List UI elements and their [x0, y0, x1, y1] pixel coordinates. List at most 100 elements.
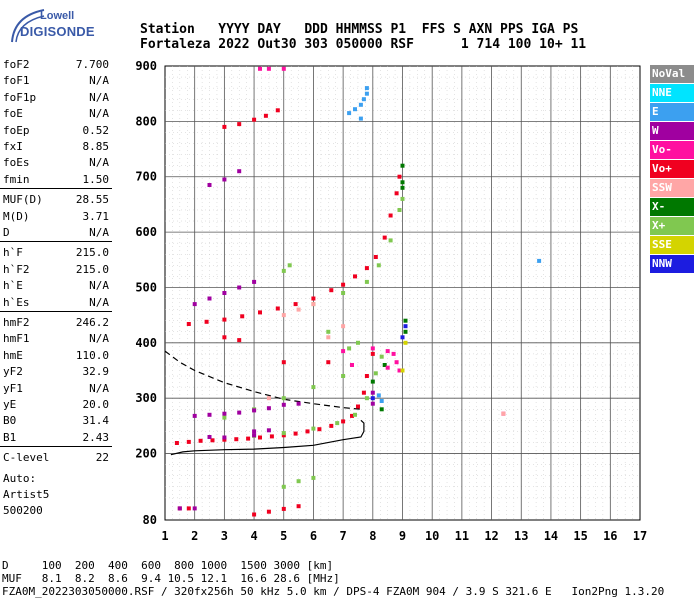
legend-item: NoVal: [650, 65, 694, 83]
param-name: fmin: [3, 172, 30, 186]
footer-muf-line: MUF 8.1 8.2 8.6 9.4 10.5 12.1 16.6 28.6 …: [2, 572, 340, 585]
echo-point: [341, 291, 346, 295]
echo-point: [400, 335, 405, 340]
echo-point: [234, 437, 239, 442]
param-row: M(D) 3.71: [3, 210, 109, 224]
param-row: D N/A: [3, 226, 109, 240]
param-name: hmE: [3, 348, 23, 362]
echo-point: [222, 411, 227, 416]
echo-point: [275, 306, 280, 311]
legend-item: E: [650, 103, 694, 121]
echo-point: [186, 506, 191, 511]
param-value: 0.52: [82, 123, 110, 137]
echo-point: [311, 475, 316, 480]
param-row: yE 20.0: [3, 398, 109, 412]
param-row: foF1p N/A: [3, 91, 109, 105]
echo-point: [192, 413, 197, 418]
echo-point: [364, 279, 369, 284]
echo-point: [207, 435, 212, 439]
param-name: foE: [3, 107, 23, 121]
echo-point: [311, 296, 316, 301]
echo-point: [177, 506, 182, 511]
echo-point: [266, 396, 271, 401]
station-header: Station YYYY DAY DDD HHMMSS P1 FFS S AXN…: [140, 22, 586, 52]
echo-point: [329, 423, 334, 428]
param-value: N/A: [89, 226, 109, 239]
echo-point: [385, 349, 390, 354]
logo-line1: Lowell: [40, 10, 75, 22]
x-tick-label: 16: [603, 529, 617, 543]
param-name: h`F: [3, 246, 23, 260]
param-row: yF1 N/A: [3, 382, 109, 396]
echo-point: [296, 307, 301, 312]
echo-point: [350, 413, 354, 418]
echo-point: [403, 318, 408, 323]
param-value: 1.50: [82, 172, 110, 186]
param-name: hmF1: [3, 332, 30, 346]
y-tick-label: 800: [135, 114, 157, 128]
echo-point: [388, 213, 393, 218]
legend-item: W: [650, 122, 694, 140]
param-value: N/A: [89, 156, 109, 170]
param-name: yE: [3, 398, 17, 411]
header-line1: Station YYYY DAY DDD HHMMSS P1 FFS S AXN…: [140, 22, 579, 37]
legend-item: NNW: [650, 255, 694, 273]
echo-point: [296, 504, 301, 509]
echo-point: [258, 435, 262, 440]
echo-point: [266, 66, 271, 71]
echo-point: [281, 360, 286, 365]
echo-point: [379, 399, 384, 403]
echo-point: [266, 406, 271, 411]
echo-point: [341, 324, 346, 329]
echo-point: [361, 97, 366, 102]
echo-point: [281, 66, 286, 71]
x-tick-label: 8: [369, 529, 376, 543]
echo-point: [293, 302, 298, 307]
echo-point: [252, 433, 257, 438]
echo-point: [222, 291, 227, 295]
echo-point: [222, 124, 227, 129]
echo-point: [370, 379, 375, 384]
echo-point: [329, 288, 334, 293]
echo-point: [350, 363, 354, 367]
echo-point: [237, 285, 242, 290]
param-name: B1: [3, 430, 17, 444]
param-name: fxI: [3, 140, 23, 153]
param-value: N/A: [89, 295, 109, 309]
echo-point: [403, 324, 408, 329]
y-tick-label: 900: [135, 59, 157, 73]
echo-point: [326, 360, 331, 365]
param-row: h`Es N/A: [3, 296, 109, 310]
echo-point: [353, 274, 357, 279]
footer: D 100 200 400 600 800 1000 1500 3000 [km…: [2, 559, 664, 598]
y-tick-label: 80: [143, 513, 157, 527]
param-row: B1 2.43: [3, 431, 109, 445]
param-row: fmin 1.50: [3, 173, 109, 187]
echo-point: [356, 404, 360, 409]
echo-point: [382, 235, 387, 240]
legend-item: Vo-: [650, 141, 694, 159]
echo-point: [403, 340, 408, 345]
param-row: hmF1 N/A: [3, 332, 109, 346]
echo-point: [311, 302, 316, 307]
echo-point: [281, 313, 286, 318]
echo-point: [222, 335, 227, 340]
echo-point: [281, 402, 286, 407]
x-tick-label: 6: [310, 529, 317, 543]
echo-point: [222, 415, 227, 420]
param-name: yF2: [3, 365, 23, 379]
param-name: foF1: [3, 74, 30, 88]
echo-point: [501, 411, 506, 416]
legend-item: NNE: [650, 84, 694, 102]
param-row: h`F2 215.0: [3, 263, 109, 277]
param-name: hmF2: [3, 316, 30, 329]
legend-item: SSE: [650, 236, 694, 254]
echo-point: [252, 512, 257, 517]
echo-point: [198, 438, 203, 443]
echo-point: [391, 351, 396, 356]
echo-point: [347, 346, 352, 351]
echo-point: [356, 340, 360, 345]
param-row: foF1 N/A: [3, 74, 109, 88]
echo-point: [335, 421, 340, 426]
param-value: 32.9: [82, 365, 110, 379]
